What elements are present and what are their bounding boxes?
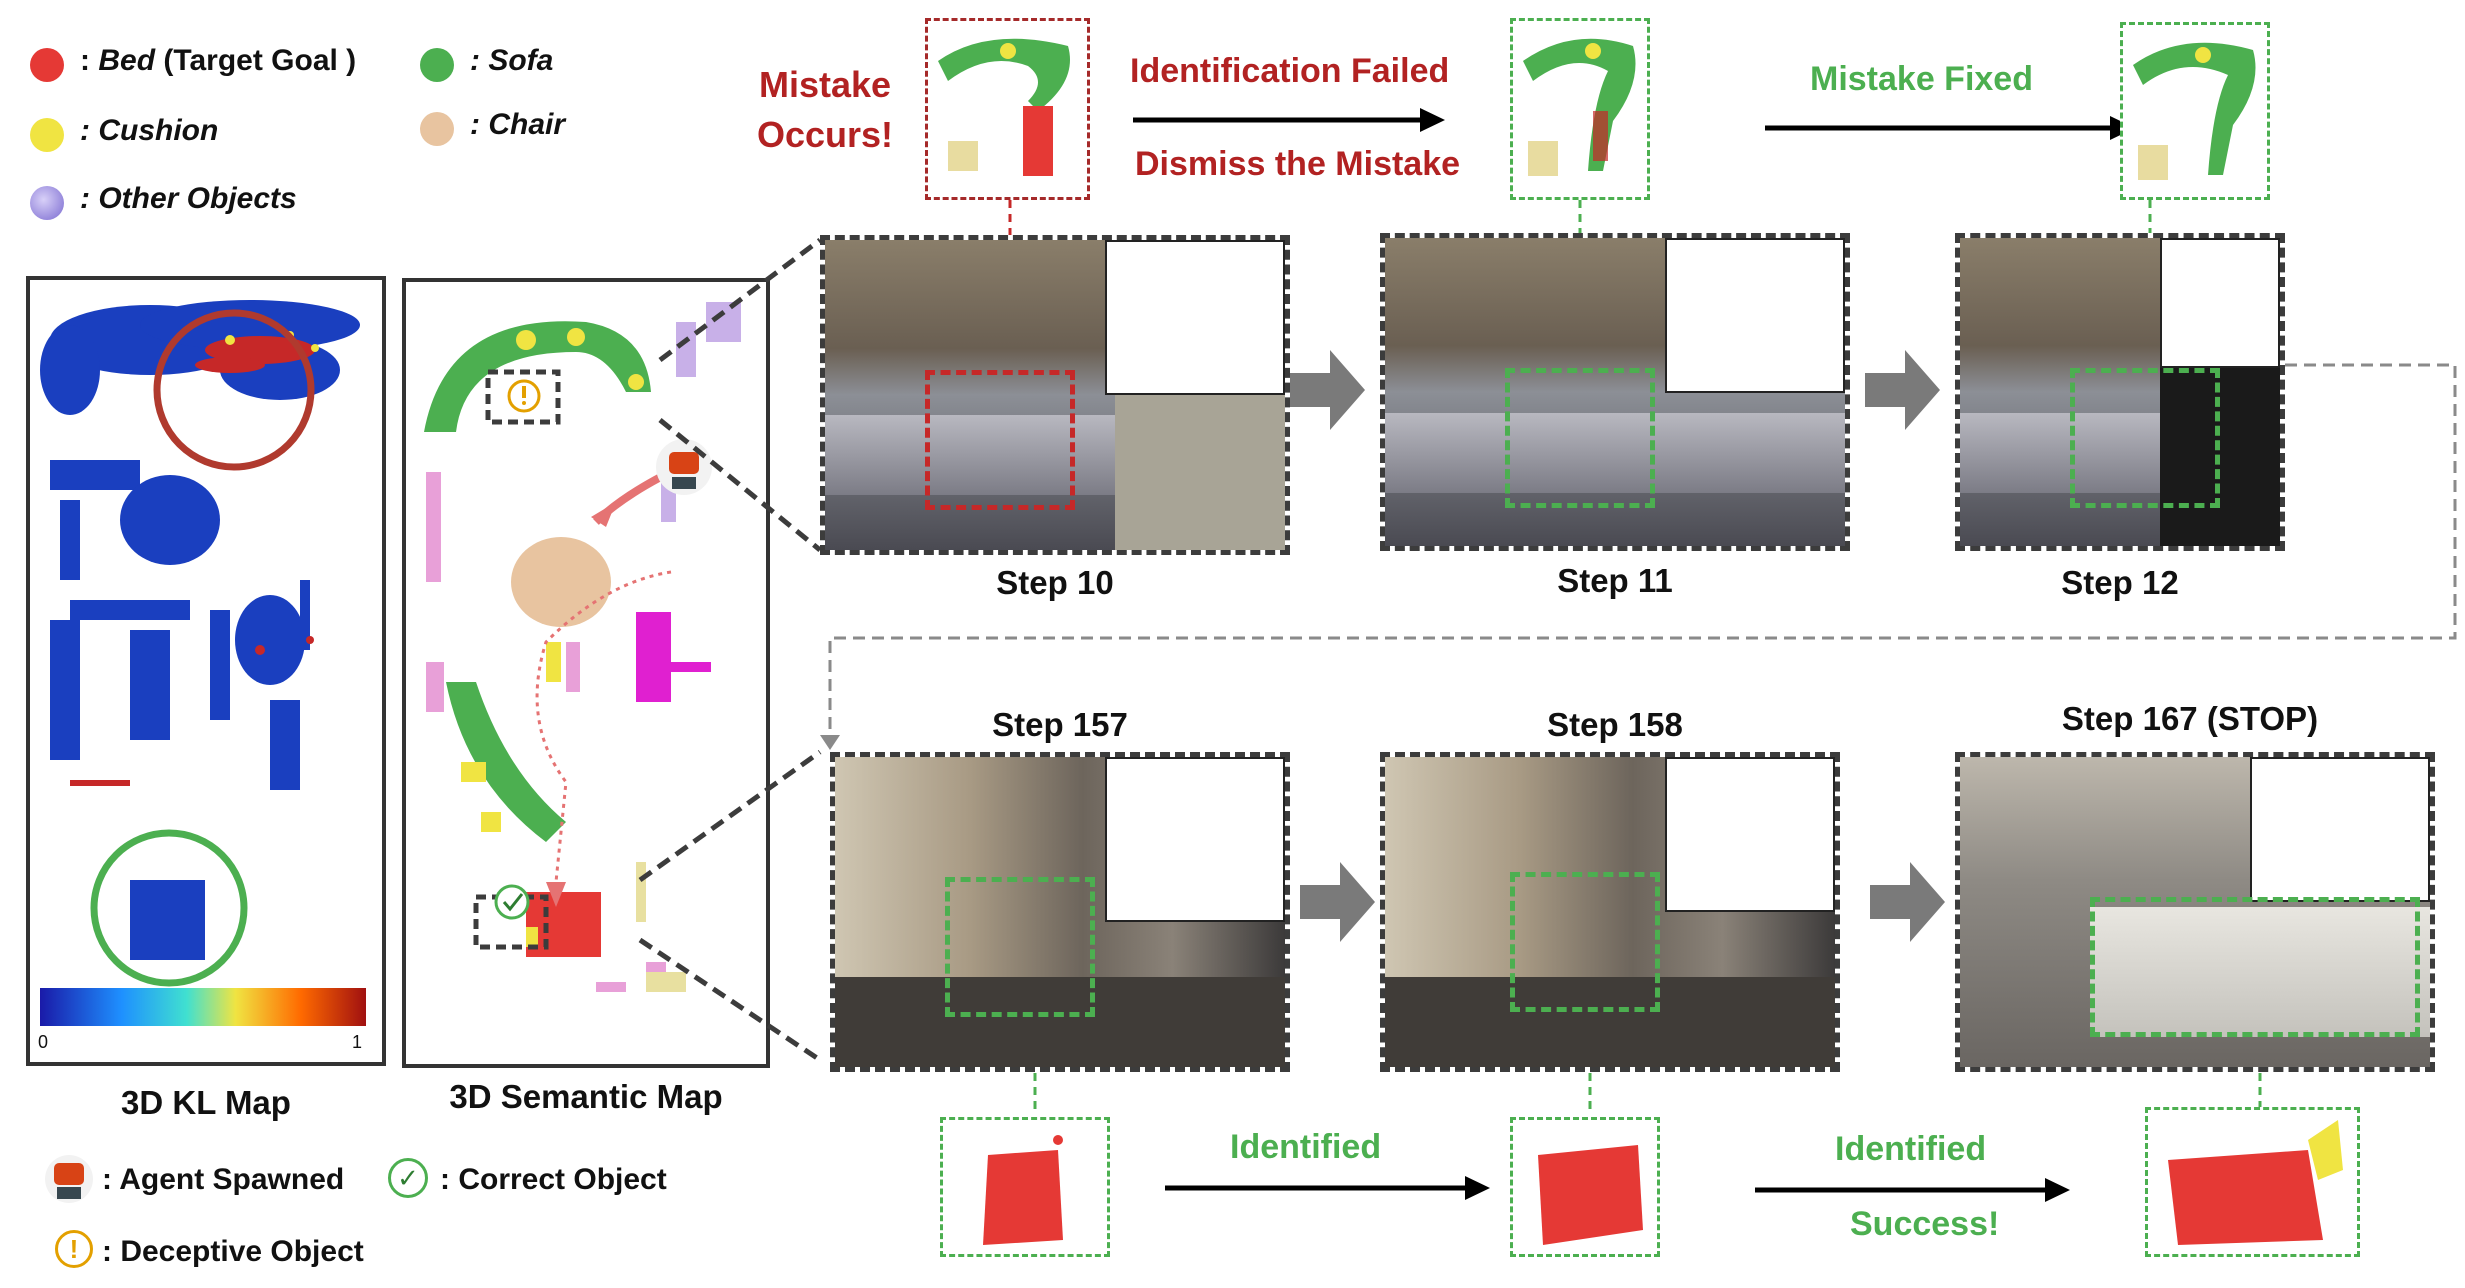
success-label: Success!: [1850, 1205, 2000, 1243]
inset-step167: [2145, 1107, 2360, 1257]
colorbar-min-label: 0: [38, 1032, 49, 1052]
focus-box-step12: [2070, 368, 2220, 508]
other-legend-label: : Other Objects: [80, 182, 297, 215]
agent-legend-label: : Agent Spawned: [102, 1163, 345, 1196]
mistake-fixed-label: Mistake Fixed: [1810, 60, 2033, 98]
correct-marker-icon: [494, 884, 530, 920]
dismiss-mistake-label: Dismiss the Mistake: [1135, 145, 1461, 183]
step10-label: Step 10: [996, 564, 1114, 601]
focus-box-step11: [1505, 368, 1655, 508]
sofa-legend-dot: [420, 48, 454, 82]
focus-box-step158: [1510, 872, 1660, 1012]
step167-label: Step 167 (STOP): [2061, 700, 2319, 737]
scene-frame-step10: [820, 235, 1290, 555]
sofa-legend-label: : Sofa: [470, 44, 554, 77]
inset-step12: [2120, 22, 2270, 200]
focus-box-step157: [945, 877, 1095, 1017]
kl-colorbar: [40, 988, 366, 1026]
kl-map-panel: 0 1: [26, 276, 386, 1066]
focus-box-step10: [925, 370, 1075, 510]
semantic-map-title: 3D Semantic Map: [449, 1078, 723, 1115]
step158-label: Step 158: [1547, 706, 1683, 743]
scene-frame-step158: [1380, 752, 1840, 1072]
semantic-map-canvas: [424, 302, 741, 992]
scene-frame-step157: [830, 752, 1290, 1072]
bed-legend-label: : Bed (Target Goal ): [80, 44, 357, 77]
semantic-map-panel: [402, 278, 770, 1068]
inset-step157: [940, 1117, 1110, 1257]
chair-legend-label: : Chair: [470, 108, 566, 141]
agent-avatar-icon: [669, 452, 699, 474]
chair-legend-dot: [420, 112, 454, 146]
cushion-legend-label: : Cushion: [80, 114, 219, 147]
kl-map-title: 3D KL Map: [121, 1084, 291, 1121]
kl-map-canvas: [40, 300, 366, 1026]
bed-legend-dot: [30, 48, 64, 82]
other-legend-dot: [30, 186, 64, 220]
step157-label: Step 157: [992, 706, 1128, 743]
correct-legend-icon: ✓: [388, 1158, 428, 1198]
scene-frame-step167: [1955, 752, 2435, 1072]
cushion-legend-dot: [30, 118, 64, 152]
scene-frame-step12: [1955, 233, 2285, 551]
identification-failed-label: Identification Failed: [1130, 52, 1450, 90]
scene-frame-step11: [1380, 233, 1850, 551]
deceptive-legend-label: : Deceptive Object: [102, 1235, 364, 1268]
inset-step11: [1510, 18, 1650, 200]
agent-legend-icon: [45, 1155, 93, 1203]
deceptive-legend-icon: !: [55, 1230, 93, 1268]
identified-label-2: Identified: [1835, 1130, 1987, 1168]
correct-legend-label: : Correct Object: [440, 1163, 667, 1196]
colorbar-max-label: 1: [352, 1032, 363, 1052]
step12-label: Step 12: [2061, 564, 2179, 601]
focus-box-step167: [2090, 897, 2420, 1037]
inset-step10: [925, 18, 1090, 200]
step11-label: Step 11: [1557, 562, 1673, 599]
inset-step158: [1510, 1117, 1660, 1257]
identified-label-1: Identified: [1230, 1128, 1382, 1166]
mistake-occurs-label: Mistake Occurs!: [756, 64, 894, 155]
